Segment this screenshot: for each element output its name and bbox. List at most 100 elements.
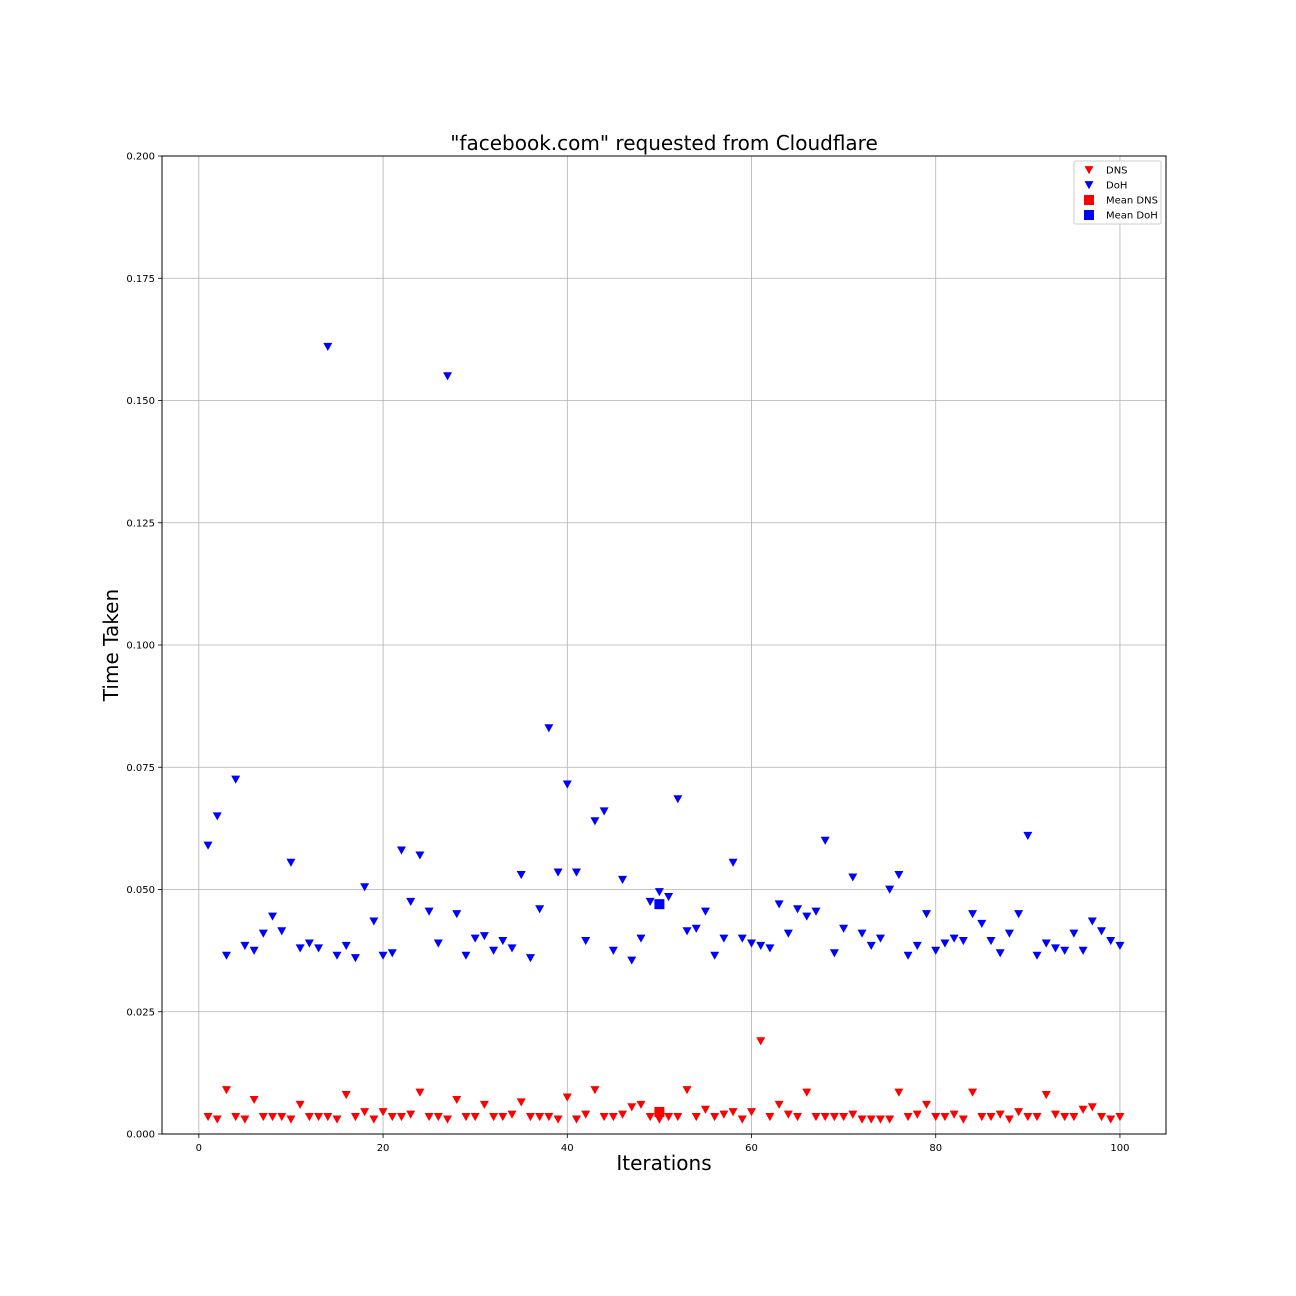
- dns-point: [479, 1100, 489, 1109]
- doh-point: [977, 919, 987, 929]
- dns-point: [507, 1110, 517, 1119]
- doh-point: [848, 873, 858, 882]
- dns-point: [1004, 1115, 1014, 1124]
- dns-point: [968, 1088, 978, 1097]
- doh-point: [682, 927, 692, 936]
- doh-point: [268, 912, 278, 921]
- dns-point: [811, 1113, 821, 1122]
- x-axis-label: Iterations: [616, 1151, 711, 1175]
- doh-point: [461, 951, 471, 960]
- doh-point: [489, 946, 499, 955]
- legend: DNS DoH Mean DNS Mean DoH: [1073, 160, 1162, 225]
- dns-point: [231, 1113, 241, 1122]
- doh-point: [314, 944, 324, 953]
- dns-point: [728, 1108, 738, 1117]
- dns-point: [783, 1110, 793, 1119]
- doh-point: [728, 858, 738, 867]
- doh-point: [1115, 941, 1125, 951]
- dns-point: [986, 1113, 996, 1122]
- dns-point: [673, 1113, 683, 1122]
- doh-point: [922, 910, 932, 919]
- doh-point: [590, 817, 600, 826]
- dns-point: [240, 1115, 250, 1124]
- dns-point: [829, 1113, 839, 1122]
- doh-point: [903, 951, 913, 960]
- dns-point: [1069, 1113, 1079, 1122]
- doh-point: [958, 937, 968, 946]
- doh-point: [203, 841, 213, 850]
- doh-point: [940, 939, 950, 948]
- dns-point: [719, 1110, 729, 1119]
- dns-point: [737, 1115, 747, 1124]
- doh-point: [231, 775, 241, 784]
- dns-point: [203, 1113, 213, 1122]
- dns-point: [949, 1110, 959, 1119]
- doh-point: [710, 951, 720, 960]
- dns-point: [525, 1113, 535, 1122]
- doh-point: [765, 944, 775, 953]
- dns-point: [1060, 1113, 1070, 1122]
- mean-dns-point: [654, 1106, 665, 1117]
- doh-point: [415, 851, 425, 860]
- x-tick-label: 80: [929, 1143, 942, 1154]
- dns-point: [931, 1113, 941, 1122]
- legend-marker: [1084, 181, 1094, 190]
- dns-point: [387, 1113, 397, 1122]
- dns-point: [1032, 1113, 1042, 1122]
- doh-point: [1106, 937, 1116, 946]
- doh-point: [470, 934, 480, 943]
- dns-point: [452, 1095, 462, 1105]
- dns-point: [664, 1113, 674, 1122]
- dns-point: [1115, 1113, 1125, 1122]
- legend-marker: [1084, 195, 1094, 205]
- y-tick-label: 0.125: [126, 518, 155, 529]
- doh-point: [774, 900, 784, 909]
- doh-point: [323, 342, 333, 351]
- dns-point: [258, 1113, 268, 1122]
- dns-point: [608, 1113, 618, 1122]
- doh-point: [691, 924, 701, 933]
- legend-marker: [1084, 210, 1094, 220]
- doh-point: [645, 897, 655, 906]
- doh-point: [295, 944, 305, 953]
- dns-point: [654, 1115, 664, 1124]
- doh-point: [277, 927, 287, 936]
- dns-point: [894, 1088, 904, 1097]
- dns-point: [1087, 1103, 1097, 1112]
- dns-point: [912, 1110, 922, 1119]
- dns-point: [350, 1113, 360, 1122]
- dns-point: [553, 1115, 563, 1124]
- dns-point: [1106, 1115, 1116, 1124]
- doh-point: [525, 954, 535, 963]
- dns-point: [304, 1113, 314, 1122]
- doh-point: [479, 932, 489, 941]
- doh-point: [360, 883, 370, 892]
- dns-point: [341, 1091, 351, 1100]
- doh-point: [571, 868, 581, 877]
- dns-point: [1097, 1113, 1107, 1122]
- doh-point: [535, 905, 545, 914]
- legend-marker: [1084, 166, 1094, 175]
- doh-point: [406, 897, 416, 906]
- y-tick-label: 0.000: [126, 1130, 155, 1141]
- dns-point: [286, 1115, 296, 1124]
- doh-point: [811, 907, 821, 916]
- dns-point: [857, 1115, 867, 1124]
- dns-point: [1014, 1108, 1024, 1117]
- dns-point: [489, 1113, 499, 1122]
- dns-point: [618, 1110, 628, 1119]
- dns-point: [314, 1113, 324, 1122]
- dns-point: [802, 1088, 812, 1097]
- doh-point: [562, 780, 572, 789]
- doh-point: [839, 924, 849, 933]
- dns-point: [295, 1100, 305, 1109]
- dns-point: [645, 1113, 655, 1122]
- doh-point: [829, 949, 839, 958]
- x-tick-label: 60: [745, 1143, 758, 1154]
- dns-point: [212, 1115, 222, 1124]
- legend-label: DNS: [1106, 166, 1128, 177]
- doh-point: [618, 875, 628, 884]
- dns-point: [839, 1113, 849, 1122]
- doh-point: [968, 910, 978, 919]
- dns-point: [470, 1113, 480, 1122]
